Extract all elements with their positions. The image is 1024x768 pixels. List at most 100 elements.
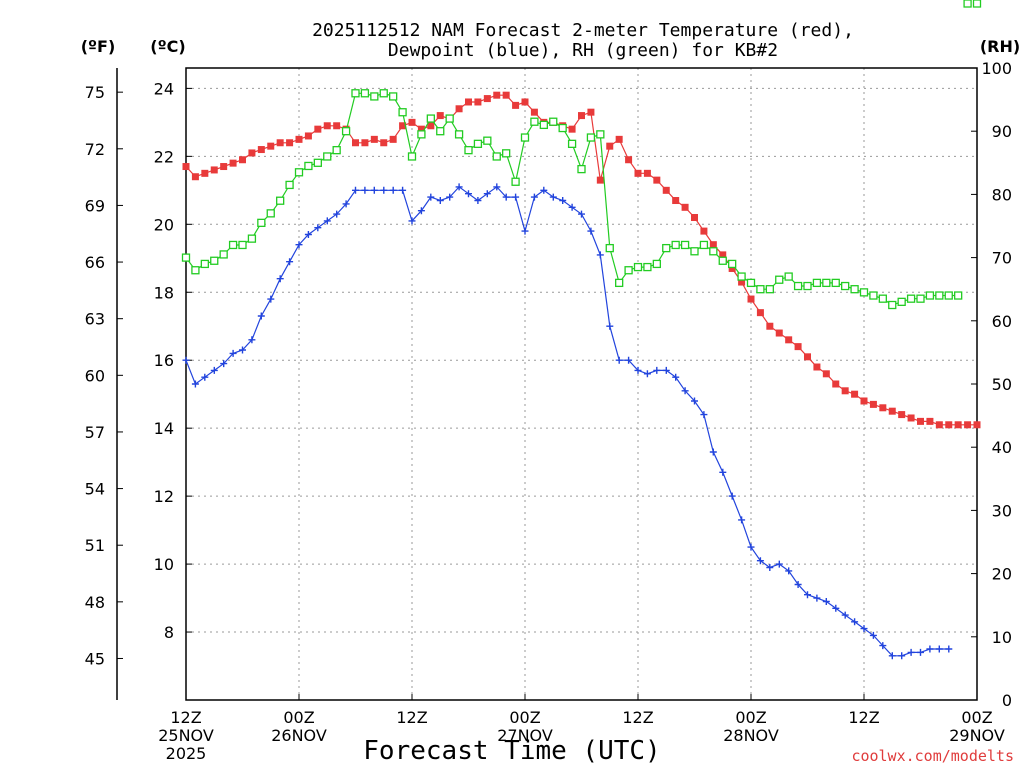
x-axis-title: Forecast Time (UTC) (363, 736, 660, 766)
rh-point (407, 152, 417, 161)
dewpoint-point (455, 183, 463, 191)
dewpoint-point (700, 411, 708, 419)
temperature-point (917, 417, 924, 425)
temperature-point (361, 139, 369, 147)
temperature-point (304, 132, 312, 140)
fahrenheit-tick-label: 57 (85, 423, 105, 442)
temperature-point (926, 417, 934, 425)
temperature-point (841, 387, 849, 395)
x-tick-label: 26NOV (271, 726, 327, 745)
temperature-point (954, 421, 962, 429)
rh-point (492, 152, 501, 161)
temperature-point (945, 421, 953, 429)
celsius-tick-label: 14 (154, 419, 174, 438)
temperature-point (191, 173, 199, 181)
rh-point (417, 130, 426, 139)
temperature-point (738, 278, 746, 286)
rh-point (294, 168, 304, 177)
rh-point (436, 127, 445, 136)
dewpoint-point (229, 349, 237, 357)
temperature-point (709, 241, 717, 249)
rh-point (859, 288, 869, 297)
rh-point (972, 0, 982, 8)
rh-tick-label: 100 (981, 59, 1012, 78)
rh-tick-label: 0 (1002, 691, 1012, 710)
dewpoint-point (747, 543, 755, 551)
rh-point (228, 240, 238, 250)
dewpoint-point (625, 356, 633, 364)
fahrenheit-tick-label: 48 (85, 593, 105, 612)
temperature-point (182, 163, 190, 171)
rh-point (822, 278, 831, 288)
x-tick-label: 12Z (170, 708, 201, 727)
rh-point (483, 136, 492, 145)
fahrenheit-tick-label: 72 (85, 140, 105, 159)
rh-point (765, 285, 774, 294)
dewpoint-point (832, 604, 840, 612)
rh-tick-label: 40 (992, 438, 1012, 457)
rh-point (878, 294, 887, 303)
temperature-point (521, 98, 529, 106)
dewpoint-point (578, 210, 585, 218)
dewpoint-point (201, 373, 209, 381)
rh-point (624, 266, 633, 275)
temperature-point (239, 156, 246, 164)
temperature-point (794, 343, 802, 351)
fahrenheit-tick-label: 51 (85, 536, 105, 555)
dewpoint-point (917, 648, 924, 656)
x-tick-label: 00Z (509, 708, 540, 727)
dewpoint-point (248, 336, 256, 344)
dewpoint-point (926, 645, 934, 653)
temperature-point (210, 166, 218, 174)
dewpoint-point (267, 295, 275, 303)
rh-point (332, 146, 341, 155)
dewpoint-point (239, 346, 246, 354)
rh-point (247, 234, 257, 243)
rh-point (389, 92, 398, 101)
dewpoint-point (380, 186, 388, 194)
temperature-point (691, 214, 698, 222)
rh-point (464, 146, 473, 155)
temperature-point (427, 122, 435, 130)
temperature-point (370, 135, 378, 143)
rh-tick-label: 20 (992, 565, 1012, 584)
rh-point (680, 240, 690, 250)
rh-point (558, 123, 567, 133)
dewpoint-point (691, 397, 698, 405)
rh-point (699, 240, 709, 250)
celsius-tick-label: 20 (154, 215, 174, 234)
rh-point (737, 272, 746, 281)
temperature-point (756, 309, 764, 317)
dewpoint-point (436, 197, 444, 204)
temperature-point (653, 176, 661, 184)
dewpoint-point (220, 360, 228, 368)
rh-point (841, 281, 850, 291)
dewpoint-point (841, 611, 849, 619)
x-tick-label: 00Z (283, 708, 314, 727)
rh-point (709, 247, 718, 256)
x-tick-label: 28NOV (723, 726, 779, 745)
dewpoint-point (295, 241, 303, 249)
x-tick-label: 12Z (622, 708, 653, 727)
celsius-tick-label: 24 (154, 79, 174, 98)
x-tick-label: 29NOV (949, 726, 1005, 745)
dewpoint-point (653, 366, 661, 374)
rh-point (831, 278, 840, 288)
temperature-point (832, 380, 840, 388)
rh-point (888, 300, 897, 310)
rh-point (690, 247, 699, 256)
temperature-point (822, 370, 830, 378)
dewpoint-point (333, 210, 341, 218)
rh-point (944, 291, 953, 300)
dewpoint-point (257, 312, 265, 320)
fahrenheit-tick-label: 63 (85, 310, 105, 329)
dewpoint-point (483, 190, 491, 198)
dewpoint-point (719, 468, 727, 476)
temperature-point (643, 169, 651, 177)
rh-point (323, 152, 332, 161)
temperature-point (634, 169, 642, 177)
x-tick-label: 00Z (961, 708, 992, 727)
dewpoint-point (540, 186, 548, 194)
temperature-point (380, 139, 388, 147)
